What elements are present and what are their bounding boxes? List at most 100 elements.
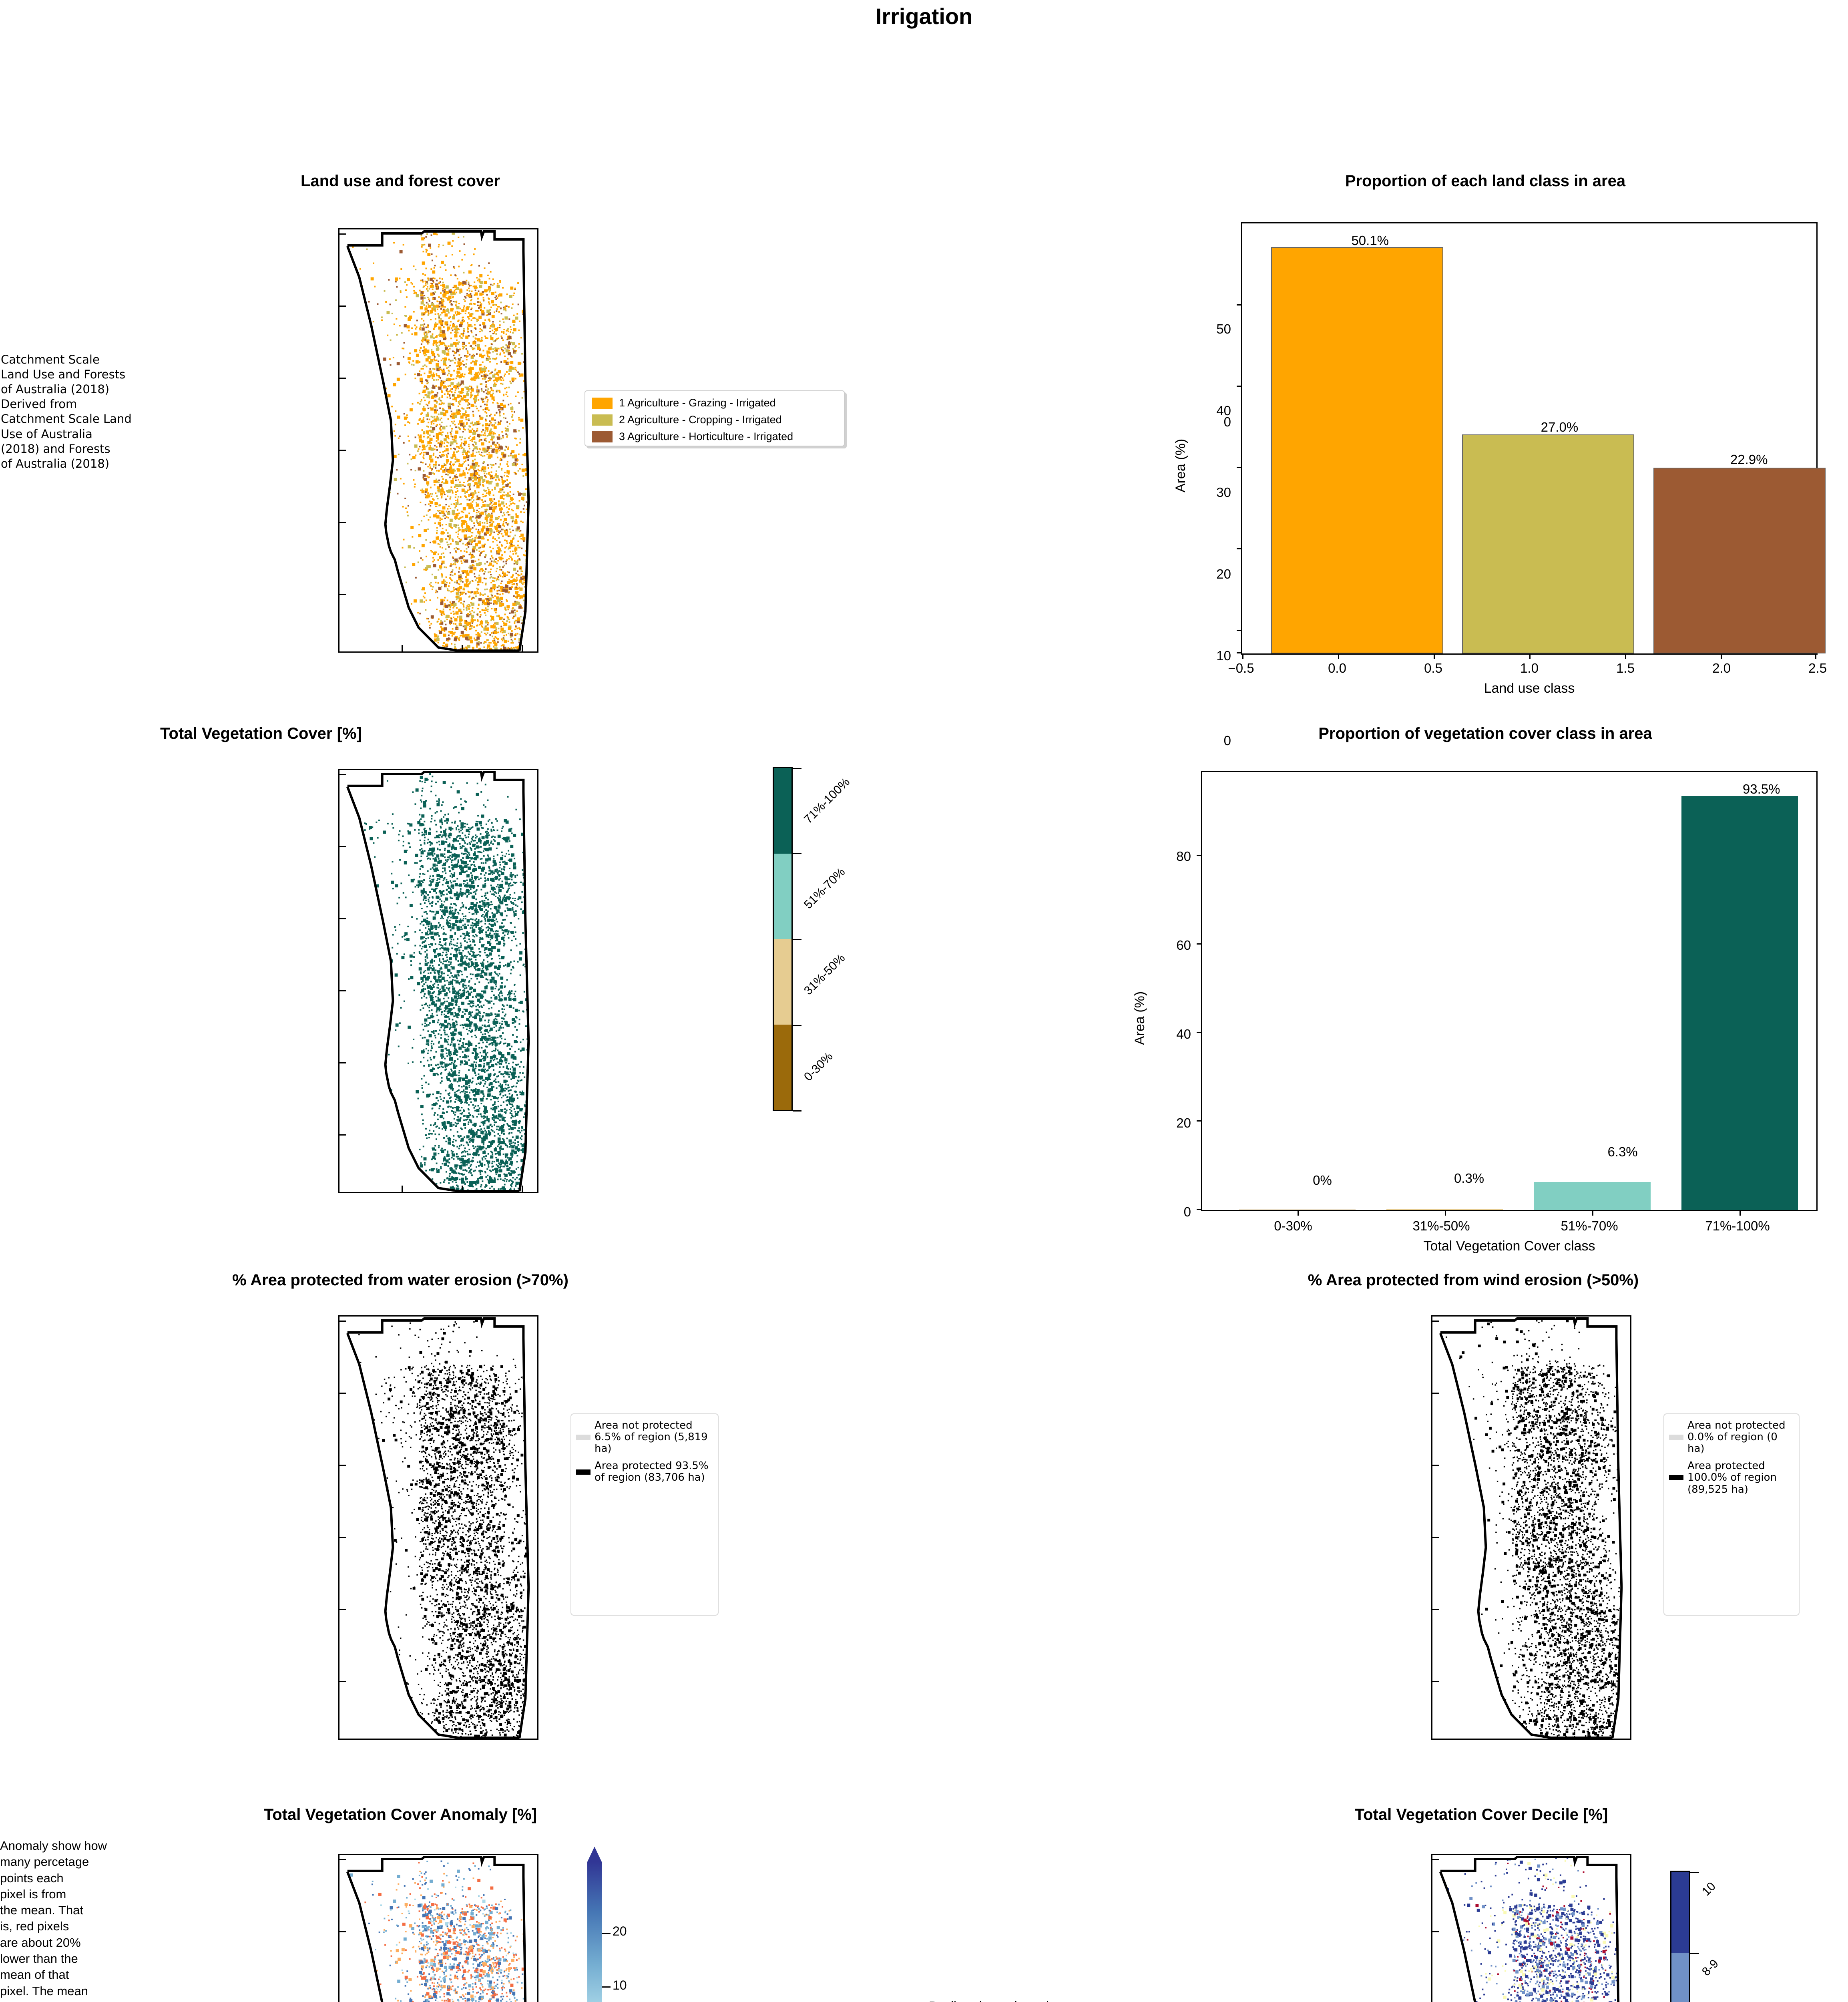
axis-tick (339, 918, 346, 919)
legend-item: Area not protected 0.0% of region (0 ha) (1669, 1419, 1794, 1455)
y-tickmark (1237, 548, 1242, 549)
x-tick-label: 31%-50% (1385, 1218, 1497, 1234)
axis-tick (339, 1134, 346, 1136)
axis-tick (339, 1931, 346, 1932)
axis-tick (339, 990, 346, 991)
decile-panel-title: Total Vegetation Cover Decile [%] (1221, 1806, 1742, 1824)
y-axis-title: Area (%) (1173, 439, 1189, 492)
y-tick-label: 80 (1143, 849, 1191, 864)
colorbar-label-0-30: 0-30% (801, 1050, 836, 1084)
y-tick-label: 60 (1143, 938, 1191, 953)
axis-tick (339, 1062, 346, 1063)
axis-tick (1432, 1537, 1439, 1538)
axis-tick (1432, 1681, 1439, 1682)
legend-label: Area not protected 6.5% of region (5,819… (595, 1419, 713, 1455)
axis-tick (339, 306, 346, 307)
colorbar-tick (602, 1986, 611, 1988)
x-tickmark (1815, 653, 1816, 659)
y-tickmark (1237, 652, 1242, 653)
colorbar-label-51-70: 51%-70% (801, 865, 848, 912)
wind-erosion-map-svg (1439, 1317, 1623, 1739)
y-tickmark (1237, 466, 1242, 468)
y-tickmark (1197, 1208, 1202, 1210)
bar-horticulture[interactable] (1653, 468, 1826, 653)
axis-tick (462, 645, 463, 651)
veg-cover-panel-title: Total Vegetation Cover [%] (160, 725, 560, 743)
land-use-map[interactable] (338, 228, 538, 653)
x-tick-label: 0.0 (1305, 661, 1369, 676)
veg-cover-map-svg (346, 770, 530, 1192)
y-tickmark (1197, 1031, 1202, 1033)
y-tickmark (1197, 943, 1202, 945)
colorbar-label-10: 10 (613, 1978, 627, 1993)
wind-erosion-map[interactable] (1431, 1315, 1631, 1740)
axis-tick (1432, 1859, 1439, 1860)
water-erosion-panel-title: % Area protected from water erosion (>70… (132, 1271, 669, 1289)
veg-cover-map[interactable] (338, 769, 538, 1193)
decile-map-svg (1439, 1855, 1622, 2002)
bar-31-50[interactable] (1386, 1208, 1503, 1210)
bar-71-100[interactable] (1681, 796, 1798, 1210)
bar-value-label: 0% (1313, 1173, 1332, 1188)
x-tickmark (1297, 1210, 1299, 1216)
legend-item: 2 Agriculture - Cropping - Irrigated (592, 414, 838, 426)
anomaly-side-note: Anomaly show how many percetage points e… (0, 1838, 172, 2002)
y-tick-label: 30 (1183, 485, 1231, 500)
y-tickmark (1237, 629, 1242, 631)
x-tick-label: 51%-70% (1533, 1218, 1645, 1234)
colorbar-label-71-100: 71%-100% (801, 775, 853, 826)
x-tick-label: 2.0 (1689, 661, 1754, 676)
y-tick-label: 0 (1183, 733, 1231, 748)
x-tickmark (1433, 653, 1435, 659)
axis-tick (339, 1681, 346, 1682)
axis-tick (402, 1186, 403, 1192)
bar-value-label: 27.0% (1541, 420, 1579, 435)
x-tick-label: 0-30% (1237, 1218, 1349, 1234)
axis-tick (339, 450, 346, 451)
bar-value-label: 6.3% (1607, 1144, 1637, 1160)
x-tickmark (1529, 653, 1531, 659)
legend-swatch-horticulture (592, 431, 613, 442)
legend-swatch-cropping (592, 414, 613, 426)
colorbar-label-20: 20 (613, 1924, 627, 1939)
legend-item: 1 Agriculture - Grazing - Irrigated (592, 397, 838, 409)
x-tick-label: −0.5 (1209, 661, 1273, 676)
y-tick-label: 40 (1143, 1027, 1191, 1042)
bar-grazing[interactable] (1271, 247, 1443, 653)
x-tickmark (1740, 1210, 1741, 1216)
axis-tick (1432, 1465, 1439, 1466)
axis-tick (339, 522, 346, 523)
bar-51-70[interactable] (1534, 1182, 1651, 1210)
y-tick-label: 40 (1183, 403, 1231, 418)
legend-swatch-not-protected (576, 1435, 591, 1440)
colorbar-tick (793, 1110, 801, 1112)
legend-item: Area not protected 6.5% of region (5,819… (576, 1419, 713, 1455)
land-use-map-svg (346, 230, 530, 651)
axis-tick (339, 1465, 346, 1466)
colorbar-segment-0-30 (774, 1024, 791, 1110)
land-class-chart-title: Proportion of each land class in area (1185, 172, 1786, 190)
y-tickmark (1237, 385, 1242, 387)
veg-cover-colorbar (773, 767, 793, 1111)
colorbar-tick (602, 1933, 611, 1934)
anomaly-colorbar (587, 1847, 602, 2002)
x-tick-label: 0.5 (1401, 661, 1465, 676)
colorbar-segment-51-70 (774, 853, 791, 939)
legend-item: 3 Agriculture - Horticulture - Irrigated (592, 430, 838, 443)
axis-tick (402, 645, 403, 651)
colorbar-segment-8-9 (1671, 1952, 1689, 2002)
colorbar-segment-31-50 (774, 939, 791, 1025)
anomaly-map[interactable] (338, 1854, 538, 2002)
x-tickmark (1720, 653, 1722, 659)
axis-tick (339, 1859, 346, 1860)
legend-swatch-not-protected (1669, 1435, 1683, 1440)
land-use-panel-title: Land use and forest cover (160, 172, 641, 190)
x-tick-label: 1.0 (1497, 661, 1561, 676)
x-tick-label: 71%-100% (1681, 1218, 1794, 1234)
water-erosion-map[interactable] (338, 1315, 538, 1740)
legend-item: Area protected 93.5% of region (83,706 h… (576, 1460, 713, 1483)
decile-map[interactable] (1431, 1854, 1631, 2002)
bar-cropping[interactable] (1462, 434, 1635, 653)
legend-label: Area protected 100.0% of region (89,525 … (1687, 1460, 1794, 1495)
